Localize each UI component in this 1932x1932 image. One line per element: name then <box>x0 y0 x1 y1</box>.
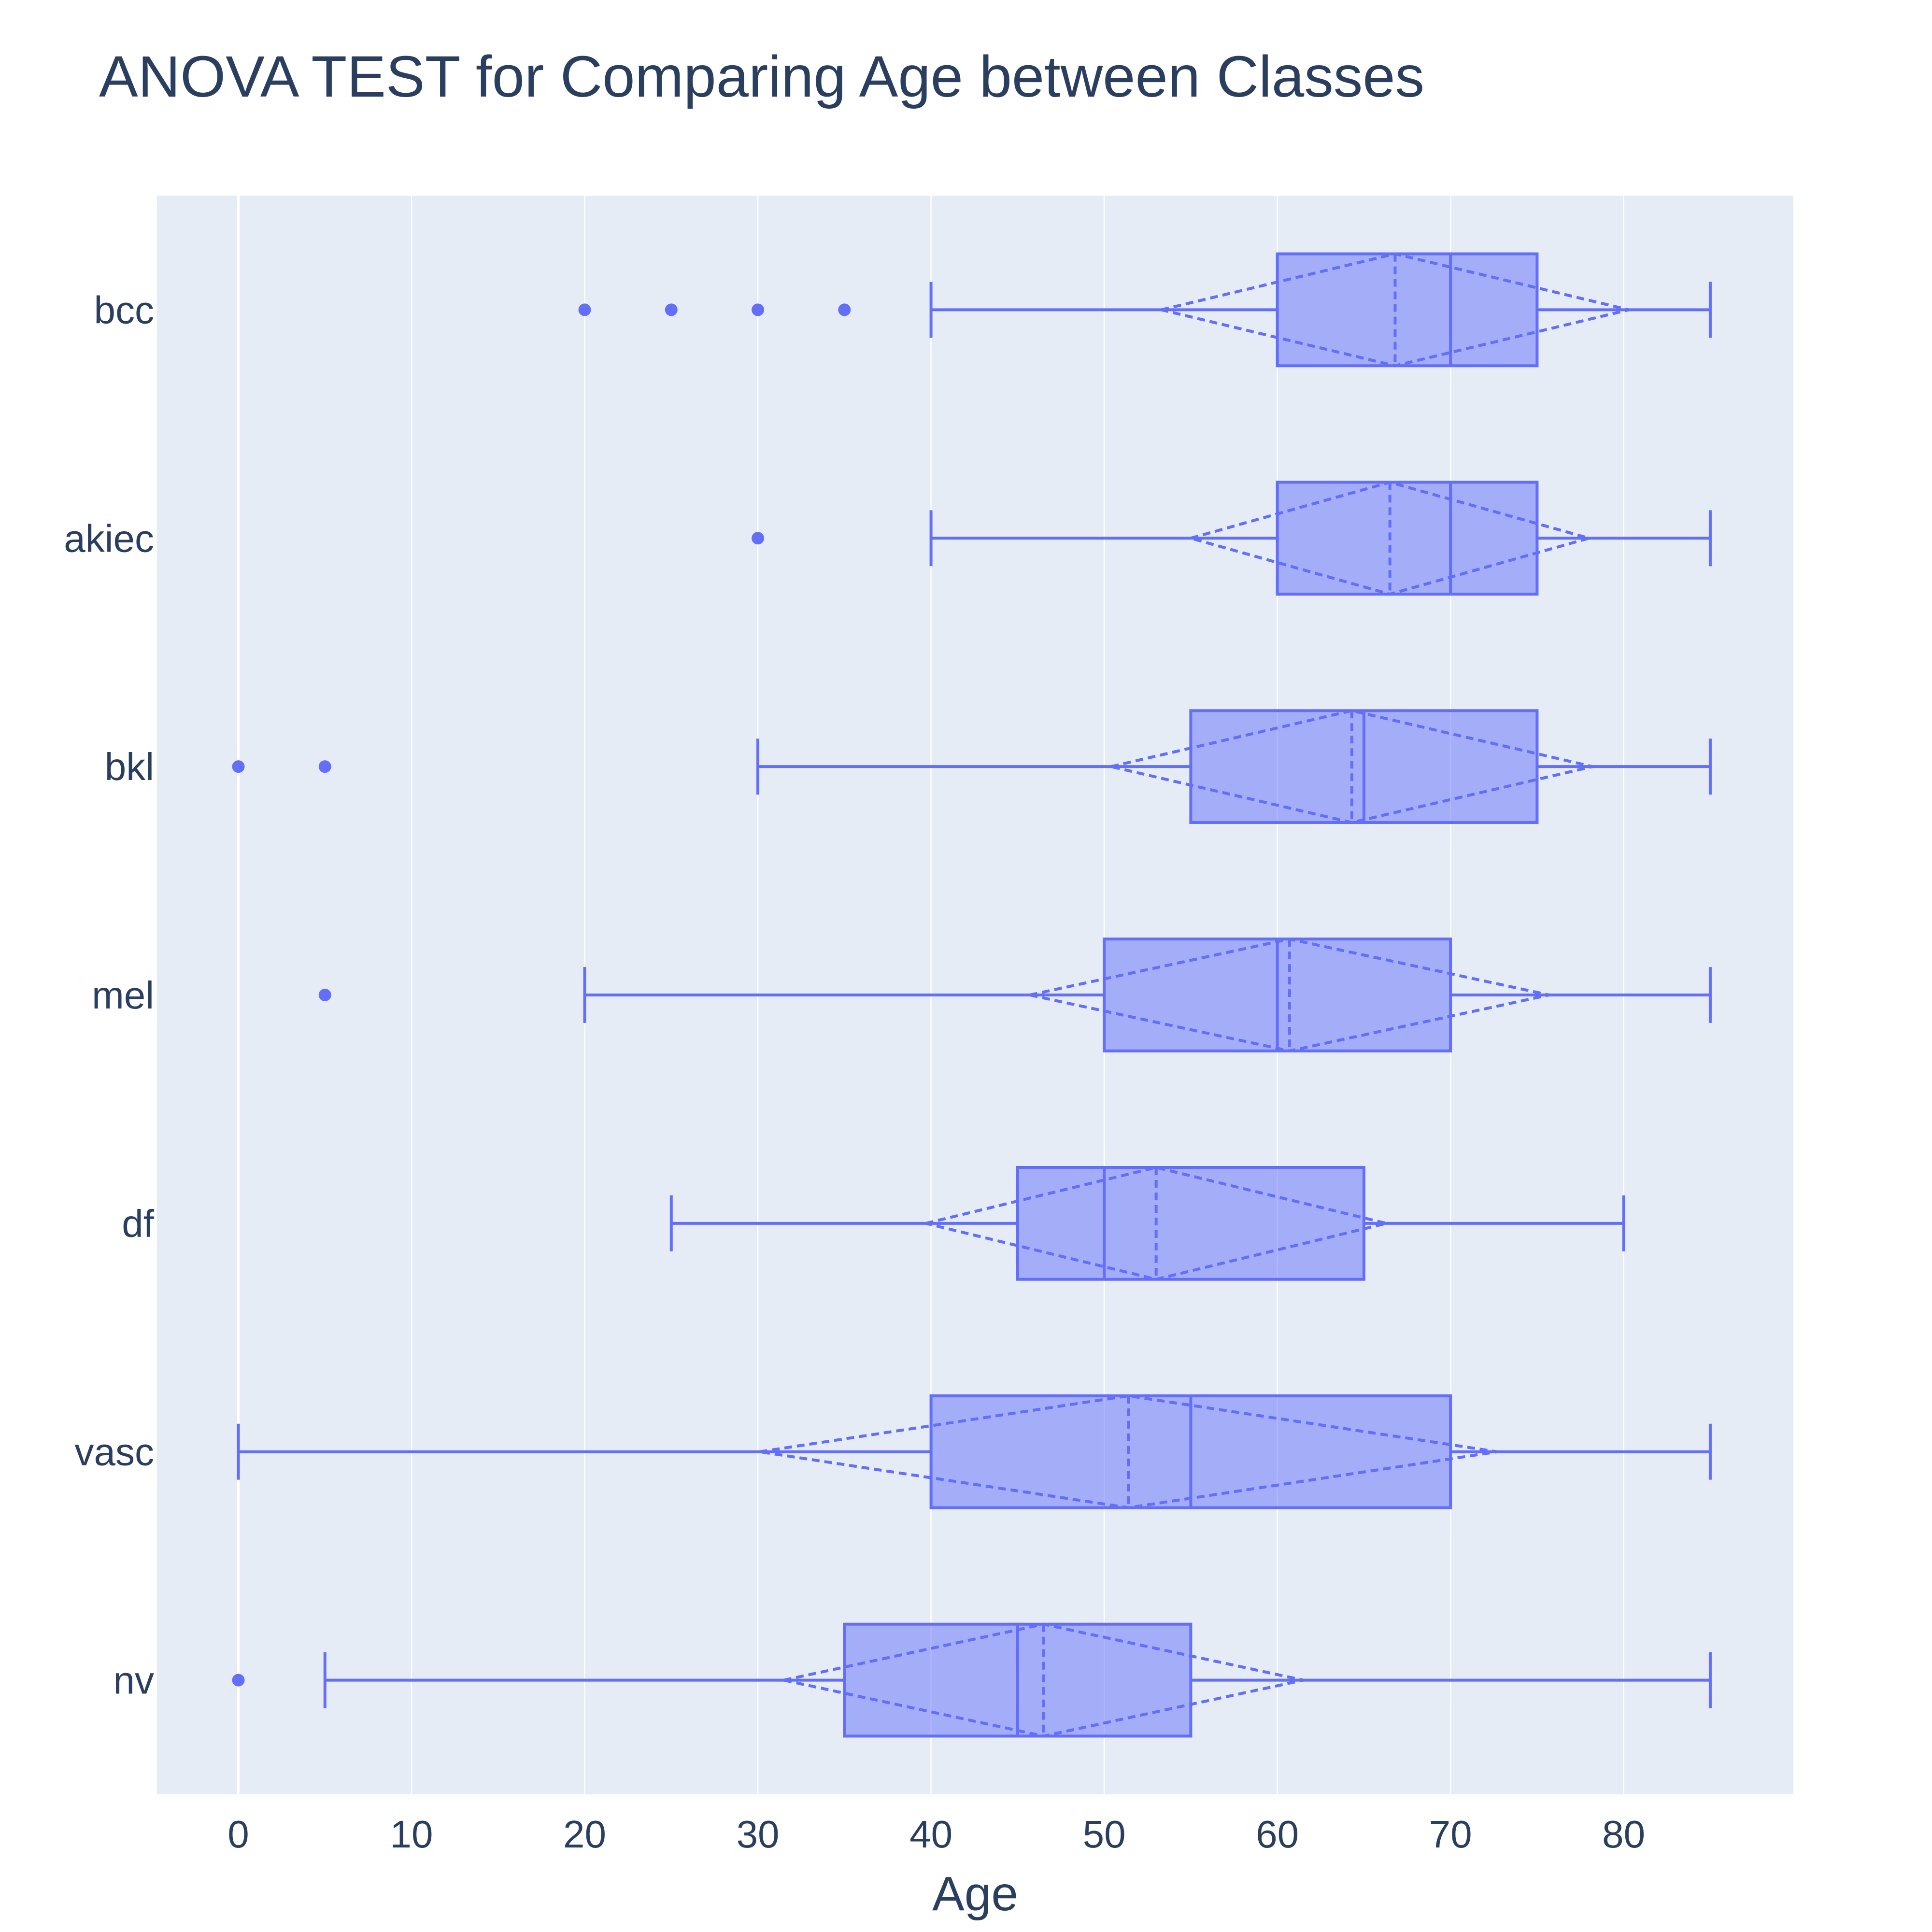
outlier-point <box>752 532 765 545</box>
box-df <box>669 1165 1625 1281</box>
outlier-point <box>232 1674 245 1687</box>
iqr-box <box>1276 481 1539 596</box>
x-tick-label: 20 <box>563 1813 606 1856</box>
outlier-point <box>232 760 245 773</box>
chart-title: ANOVA TEST for Comparing Age between Cla… <box>99 43 1424 109</box>
y-axis-ticks: bcc akiec bkl mel df vasc nv <box>64 288 155 1702</box>
x-tick-label: 80 <box>1602 1813 1645 1856</box>
sd-diamond <box>1029 938 1550 1052</box>
iqr-box <box>1016 1166 1365 1281</box>
y-tick-label: df <box>122 1202 154 1245</box>
box-akiec <box>752 481 1712 596</box>
y-tick-label: bcc <box>94 288 155 331</box>
box-bkl <box>232 709 1712 824</box>
outlier-point <box>578 303 591 316</box>
x-tick-label: 0 <box>227 1813 249 1856</box>
x-tick-label: 60 <box>1256 1813 1299 1856</box>
sd-diamond <box>1110 709 1593 824</box>
x-tick-label: 40 <box>909 1813 952 1856</box>
outlier-point <box>318 989 331 1001</box>
box-nv <box>232 1622 1712 1738</box>
x-tick-label: 30 <box>737 1813 780 1856</box>
y-tick-label: mel <box>92 974 154 1017</box>
outlier-point <box>318 760 331 773</box>
box-bcc <box>578 252 1712 368</box>
outlier-point <box>838 303 851 316</box>
sd-diamond <box>759 1394 1498 1509</box>
outlier-point <box>752 303 765 316</box>
outlier-point <box>665 303 678 316</box>
iqr-box <box>1276 252 1539 368</box>
x-axis-title: Age <box>932 1867 1018 1921</box>
x-axis-ticks: 0 10 20 30 40 50 60 70 80 <box>227 1813 1645 1856</box>
sd-diamond <box>1161 252 1630 368</box>
y-tick-label: akiec <box>64 517 154 560</box>
box-mel <box>318 938 1712 1052</box>
x-tick-label: 10 <box>390 1813 433 1856</box>
y-tick-label: vasc <box>75 1431 155 1474</box>
x-tick-label: 70 <box>1429 1813 1472 1856</box>
y-tick-label: bkl <box>105 745 154 788</box>
sd-diamond <box>783 1622 1304 1738</box>
box-series <box>232 252 1712 1738</box>
y-tick-label: nv <box>114 1659 155 1702</box>
sd-diamond <box>925 1165 1387 1281</box>
box-vasc <box>237 1394 1712 1509</box>
x-tick-label: 50 <box>1083 1813 1126 1856</box>
